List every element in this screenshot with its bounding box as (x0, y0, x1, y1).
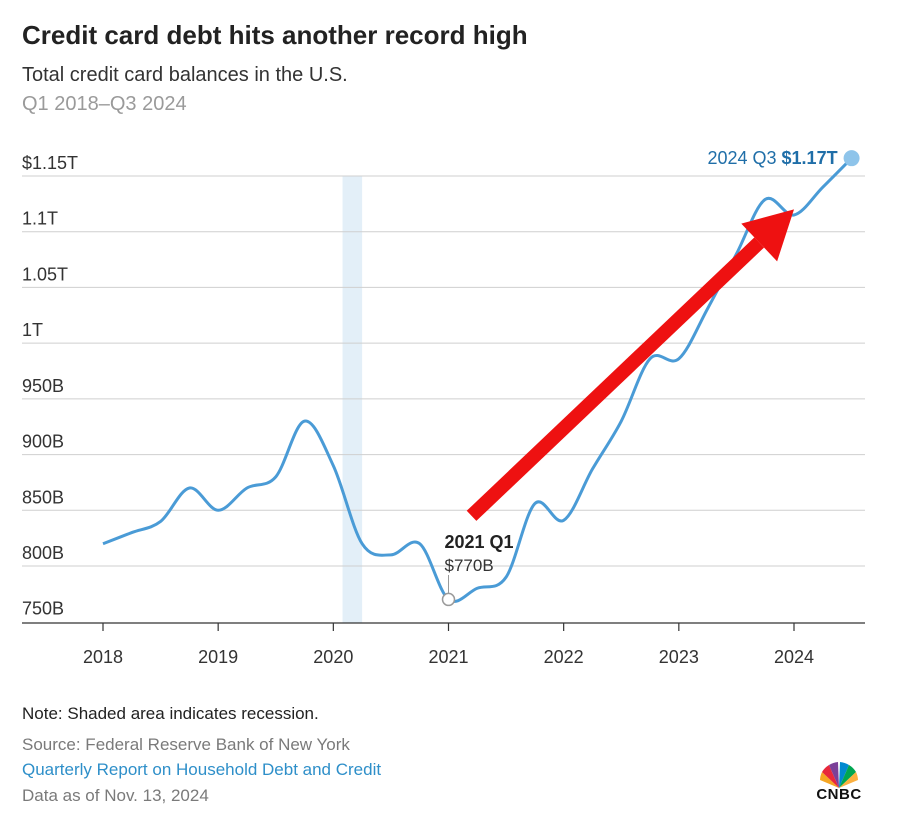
trend-arrow-shaft (466, 237, 765, 521)
y-tick-label: 750B (22, 599, 64, 619)
y-tick-label: 800B (22, 543, 64, 563)
y-tick-label: 950B (22, 376, 64, 396)
x-tick-label: 2020 (313, 647, 353, 667)
y-tick-label: 1.1T (22, 209, 58, 229)
line-chart: 750B 800B 850B 900B 950B 1T 1.05T 1.1T $1.15T 201… (22, 148, 865, 667)
chart-period: Q1 2018–Q3 2024 (22, 93, 187, 115)
x-tick-label: 2023 (659, 647, 699, 667)
cnbc-logo-text: CNBC (816, 786, 862, 803)
y-tick-label: 850B (22, 487, 64, 507)
data-date: Data as of Nov. 13, 2024 (22, 786, 209, 805)
trend-arrow-head (741, 209, 794, 262)
x-tick-label: 2022 (544, 647, 584, 667)
recession-note: Note: Shaded area indicates recession. (22, 704, 319, 723)
x-tick-label: 2021 (428, 647, 468, 667)
y-tick-label: 1.05T (22, 264, 68, 284)
x-tick-label: 2019 (198, 647, 238, 667)
y-tick-label: $1.15T (22, 153, 78, 173)
chart-subtitle: Total credit card balances in the U.S. (22, 64, 348, 86)
x-tick-label: 2024 (774, 647, 814, 667)
cnbc-peacock-icon (820, 762, 858, 788)
recession-band (342, 176, 363, 623)
low-point-label: 2021 Q1 (445, 532, 514, 552)
low-point-value: $770B (445, 556, 494, 575)
y-tick-label: 1T (22, 320, 43, 340)
latest-point-marker (843, 150, 860, 167)
low-point-marker (441, 592, 456, 607)
x-tick-label: 2018 (83, 647, 123, 667)
latest-point-label: 2024 Q3 $1.17T (707, 148, 837, 168)
y-tick-label: 900B (22, 432, 64, 452)
report-link[interactable]: Quarterly Report on Household Debt and C… (22, 760, 382, 779)
chart-title: Credit card debt hits another record hig… (22, 20, 528, 50)
source-text: Source: Federal Reserve Bank of New York (22, 735, 350, 754)
